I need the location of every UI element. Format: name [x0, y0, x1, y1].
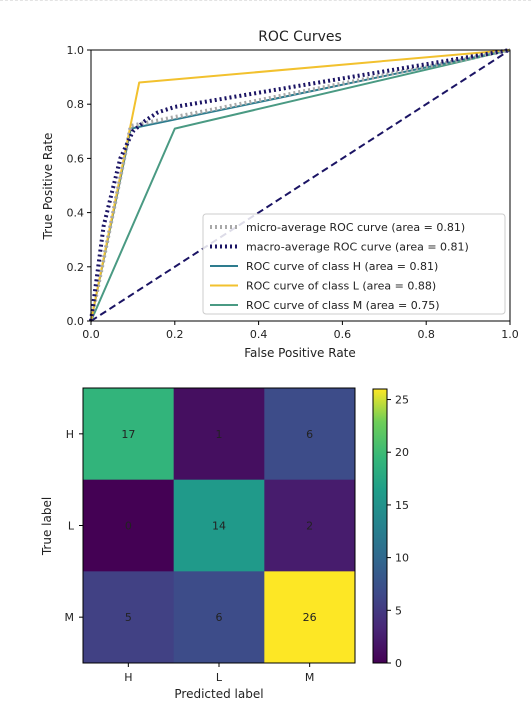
cm-cell: [264, 479, 356, 572]
roc-y-tick-label: 0.0: [67, 315, 85, 328]
cm-y-axis-label: True label: [40, 497, 54, 556]
cm-cell-value: 6: [216, 611, 223, 624]
roc-y-tick-label: 0.4: [67, 207, 85, 220]
colorbar-tick-label: 5: [395, 604, 402, 617]
cm-x-tick-label: M: [305, 671, 315, 684]
roc-x-tick-label: 0.8: [417, 328, 435, 341]
roc-chart: ROC Curves 0.0 0.2 0.4 0.6 0.8 1.0 0.00.20.40…: [41, 29, 519, 360]
roc-y-tick-label: 0.8: [67, 98, 85, 111]
cm-y-tick-label: L: [68, 520, 75, 533]
roc-x-tick-label: 0.0: [82, 328, 100, 341]
roc-x-ticks: 0.0 0.2 0.4 0.6 0.8 1.0: [82, 321, 519, 341]
cm-cell: [173, 388, 265, 481]
cm-cell: [173, 479, 265, 572]
roc-legend-box: [202, 213, 506, 315]
legend-label-3: ROC curve of class L (area = 0.88): [246, 280, 436, 293]
cm-y-ticks: H L M: [65, 428, 83, 624]
legend-label-1: macro-average ROC curve (area = 0.81): [246, 241, 469, 254]
cm-cell-group: 17 1 6 0 14 2 5 6 26: [83, 388, 356, 664]
cm-y-tick-label: H: [66, 428, 74, 441]
roc-x-tick-label: 1.0: [501, 328, 519, 341]
colorbar-tick-label: 0: [395, 657, 402, 670]
roc-series-group: [89, 48, 511, 322]
cm-cell: [173, 571, 265, 664]
cm-y-tick-label: M: [65, 611, 75, 624]
roc-x-tick-label: 0.4: [250, 328, 268, 341]
cm-cell-value: 6: [306, 428, 313, 441]
cm-cell-value: 0: [125, 520, 132, 533]
roc-plot-frame: [90, 49, 511, 322]
roc-x-tick-label: 0.2: [166, 328, 184, 341]
roc-y-axis-label: True Positive Rate: [41, 133, 55, 241]
roc-x-tick-label: 0.6: [334, 328, 352, 341]
cm-cell: [83, 571, 175, 664]
cm-x-tick-label: L: [216, 671, 223, 684]
legend-label-0: micro-average ROC curve (area = 0.81): [246, 221, 465, 234]
roc-y-tick-label: 0.2: [67, 261, 85, 274]
cm-cell-value: 2: [306, 520, 313, 533]
roc-series-line-5: [90, 49, 511, 322]
roc-y-tick-label: 0.6: [67, 152, 85, 165]
roc-title: ROC Curves: [258, 29, 342, 45]
roc-y-tick-label: 1.0: [67, 44, 85, 57]
cm-cell-value: 14: [212, 520, 226, 533]
cm-cell-value: 17: [121, 428, 135, 441]
legend-label-2: ROC curve of class H (area = 0.81): [246, 260, 438, 273]
cm-cell-value: 1: [216, 428, 223, 441]
roc-series-line-4: [90, 49, 511, 322]
top-divider: [0, 0, 531, 6]
cm-x-tick-label: H: [124, 671, 132, 684]
roc-series-line-0: [89, 48, 511, 322]
colorbar-tick-label: 20: [395, 446, 409, 459]
legend-label-4: ROC curve of class M (area = 0.75): [246, 299, 440, 312]
cm-x-axis-label: Predicted label: [174, 687, 263, 701]
cm-cell-value: 5: [125, 611, 132, 624]
colorbar-tick-label: 15: [395, 499, 409, 512]
colorbar-tick-label: 25: [395, 394, 409, 407]
colorbar-tick-label: 10: [395, 552, 409, 565]
cm-cell: [264, 571, 356, 664]
cm-cell-value: 26: [303, 611, 317, 624]
roc-series-line-1: [89, 48, 511, 322]
cm-cell: [83, 479, 175, 572]
cm-cell: [83, 388, 175, 481]
cm-cell: [264, 388, 356, 481]
colorbar: [372, 388, 388, 664]
roc-legend: micro-average ROC curve (area = 0.81) mac…: [202, 213, 506, 315]
roc-x-axis-label: False Positive Rate: [244, 346, 356, 360]
roc-y-ticks: 0.0 0.2 0.4 0.6 0.8 1.0: [67, 44, 91, 328]
colorbar-ticks: 0 5 10 15 20 25: [387, 394, 409, 670]
